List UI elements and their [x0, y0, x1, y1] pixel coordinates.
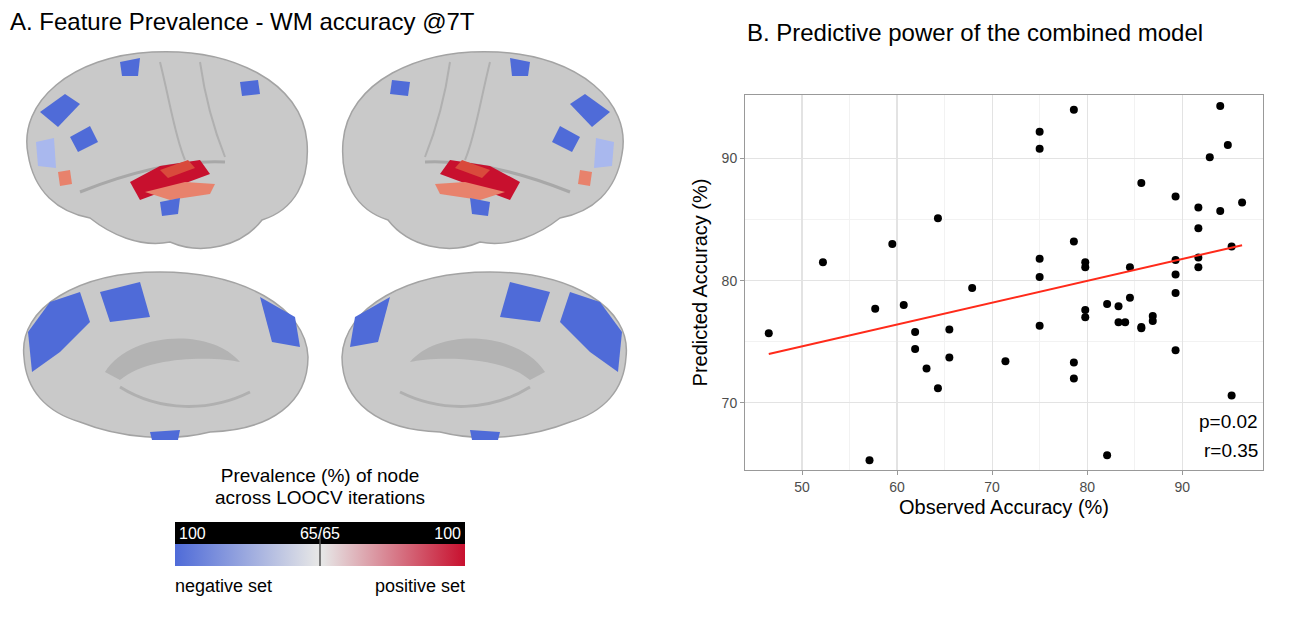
- svg-text:Predicted Accuracy (%): Predicted Accuracy (%): [689, 179, 711, 387]
- svg-text:90: 90: [1174, 479, 1190, 495]
- svg-text:positive set: positive set: [375, 576, 465, 596]
- svg-text:90: 90: [722, 150, 738, 166]
- svg-text:70: 70: [984, 479, 1000, 495]
- svg-text:100: 100: [179, 525, 206, 542]
- svg-text:80: 80: [722, 273, 738, 289]
- svg-text:50: 50: [794, 479, 810, 495]
- svg-text:across LOOCV iterations: across LOOCV iterations: [215, 487, 425, 508]
- svg-text:65/65: 65/65: [300, 525, 340, 542]
- svg-text:Prevalence (%) of node: Prevalence (%) of node: [221, 465, 420, 486]
- svg-text:negative set: negative set: [175, 576, 272, 596]
- svg-text:60: 60: [889, 479, 905, 495]
- svg-text:70: 70: [722, 395, 738, 411]
- svg-text:80: 80: [1079, 479, 1095, 495]
- svg-text:p=0.02: p=0.02: [1199, 411, 1258, 432]
- svg-text:100: 100: [434, 525, 461, 542]
- svg-text:A. Feature Prevalence - WM acc: A. Feature Prevalence - WM accuracy @7T: [10, 8, 475, 35]
- svg-text:r=0.35: r=0.35: [1204, 440, 1258, 461]
- svg-text:Observed Accuracy (%): Observed Accuracy (%): [899, 496, 1109, 518]
- svg-text:B. Predictive power of the com: B. Predictive power of the combined mode…: [747, 19, 1203, 46]
